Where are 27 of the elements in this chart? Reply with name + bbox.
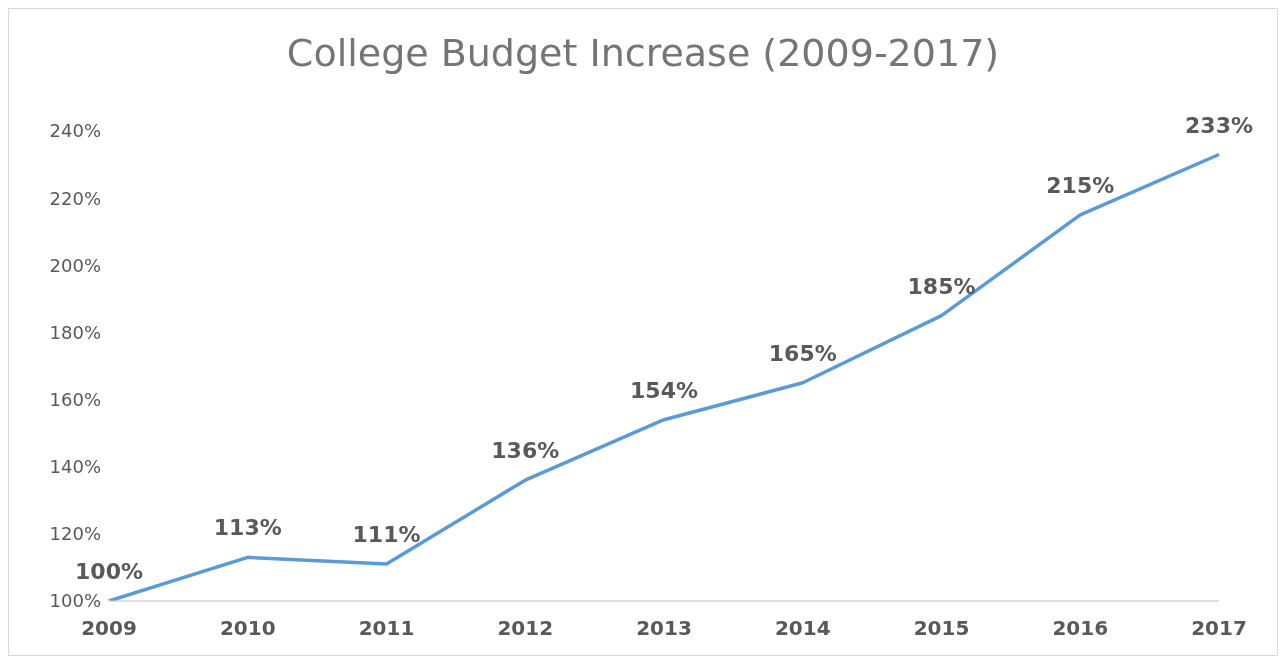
x-tick-label: 2009 [81, 616, 137, 641]
data-label: 111% [352, 522, 421, 548]
x-tick-label: 2014 [774, 616, 831, 641]
y-tick-label: 200% [49, 254, 101, 276]
x-tick-label: 2017 [1191, 616, 1247, 641]
y-tick-label: 160% [49, 388, 101, 410]
x-tick-label: 2013 [636, 616, 692, 641]
y-tick-label: 180% [49, 321, 101, 343]
x-tick-label: 2011 [358, 616, 415, 641]
data-label: 165% [768, 340, 837, 366]
y-tick-label: 120% [49, 523, 101, 545]
data-label: 100% [75, 559, 143, 584]
chart-title: College Budget Increase (2009-2017) [285, 30, 1001, 77]
x-tick-label: 2016 [1052, 616, 1109, 641]
y-tick-label: 100% [49, 590, 101, 612]
data-label: 113% [213, 515, 282, 541]
x-tick-label: 2015 [913, 616, 970, 641]
x-tick-label: 2010 [219, 616, 276, 641]
y-tick-label: 240% [49, 120, 101, 142]
data-label: 154% [630, 377, 698, 403]
y-tick-label: 220% [49, 187, 101, 209]
data-label: 136% [491, 438, 560, 464]
data-label: 233% [1185, 112, 1253, 138]
data-label: 215% [1046, 172, 1115, 198]
data-label: 185% [907, 273, 976, 299]
y-tick-label: 140% [49, 456, 101, 478]
x-tick-label: 2012 [497, 616, 554, 641]
